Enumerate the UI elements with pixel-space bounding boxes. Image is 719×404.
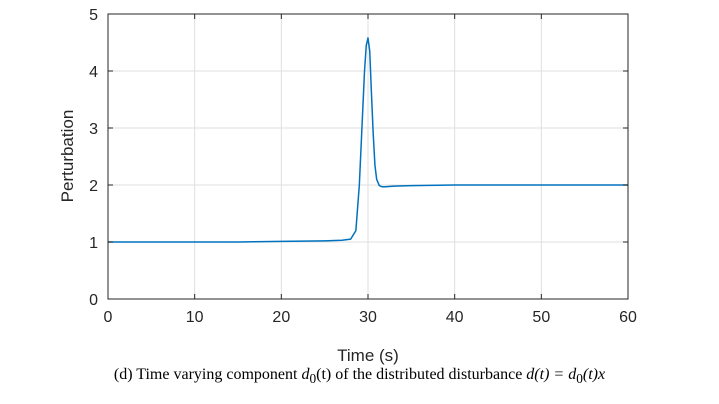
y-tick-label: 3 [89, 121, 98, 138]
x-tick-label: 50 [532, 309, 550, 326]
caption-symbol-d0: d [301, 366, 310, 383]
y-axis-label: Perturbation [58, 110, 77, 203]
y-tick-label: 4 [89, 64, 98, 81]
y-tick-label: 0 [89, 292, 98, 309]
caption-equation-rhs: (t)x [582, 366, 606, 383]
y-tick-label: 1 [89, 235, 98, 252]
caption-middle: of the distributed disturbance [331, 366, 527, 383]
x-tick-label: 0 [104, 309, 113, 326]
x-tick-label: 20 [272, 309, 290, 326]
caption-prefix: (d) Time varying component [113, 366, 302, 383]
y-tick-label: 5 [89, 7, 98, 24]
x-tick-label: 10 [186, 309, 204, 326]
caption-subscript-0: 0 [309, 371, 317, 387]
series-line [108, 37, 628, 243]
x-tick-label: 40 [446, 309, 464, 326]
caption-equation-lhs: d(t) = d [526, 366, 577, 383]
x-tick-label: 30 [359, 309, 377, 326]
caption-arg-t: (t) [316, 366, 332, 383]
x-tick-label: 60 [619, 309, 637, 326]
series-layer [108, 37, 628, 243]
x-axis-label: Time (s) [337, 346, 399, 365]
ticks: 0 10 20 30 40 50 60 0 1 2 3 4 5 [89, 7, 637, 326]
figure-caption: (d) Time varying component d0(t) of the … [0, 366, 719, 387]
caption-subscript-0-b: 0 [576, 371, 583, 387]
y-tick-label: 2 [89, 178, 98, 195]
chart: 0 10 20 30 40 50 60 0 1 2 3 4 5 Time (s) Perturbatio… [58, 7, 637, 365]
